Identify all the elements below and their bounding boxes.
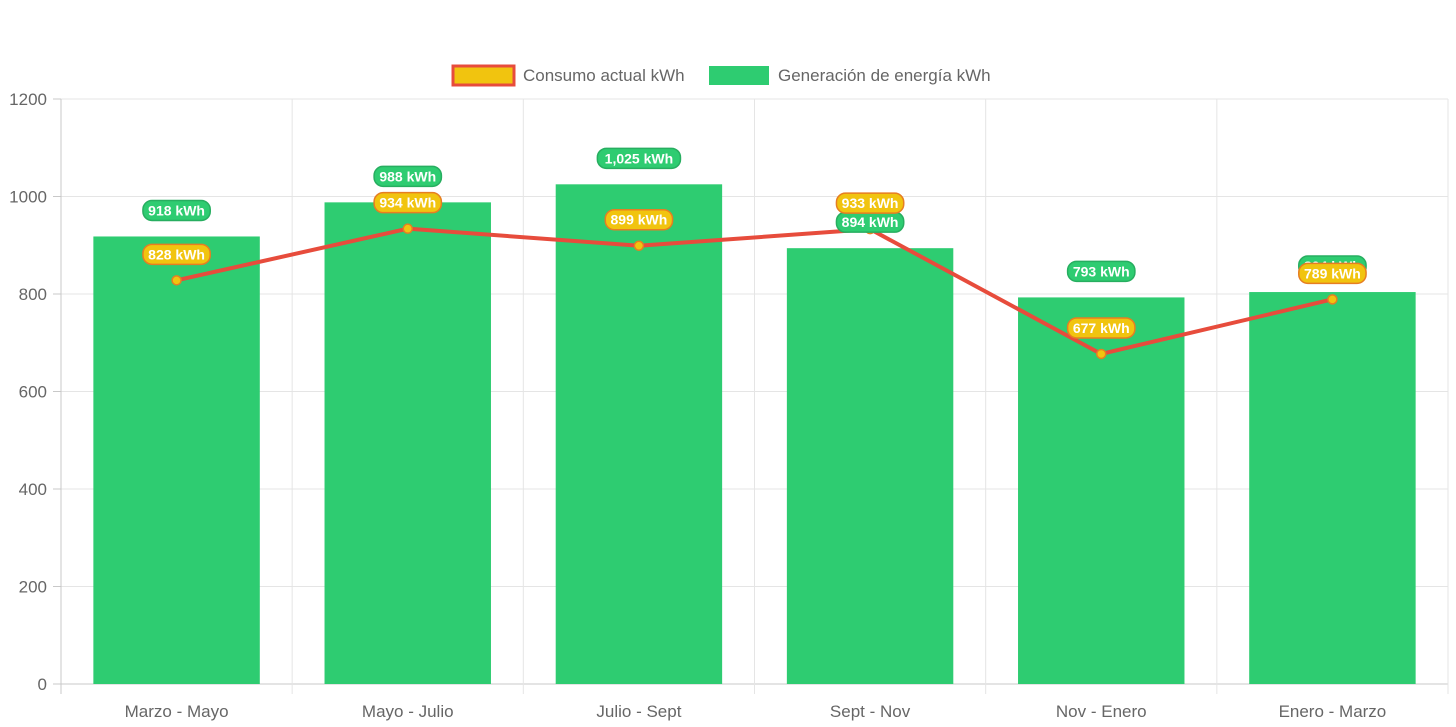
data-label-consumo: 828 kWh bbox=[148, 246, 205, 262]
y-tick-label: 200 bbox=[19, 578, 47, 597]
x-tick-label: Julio - Sept bbox=[596, 702, 681, 721]
bar-generacion[interactable] bbox=[1018, 297, 1185, 684]
data-label-consumo: 789 kWh bbox=[1304, 265, 1361, 281]
y-tick-label: 1000 bbox=[9, 188, 47, 207]
bar-generacion[interactable] bbox=[1249, 292, 1416, 684]
x-tick-label: Nov - Enero bbox=[1056, 702, 1147, 721]
bar-generacion[interactable] bbox=[93, 236, 260, 684]
bar-generacion[interactable] bbox=[555, 184, 723, 684]
data-label-consumo-bg bbox=[835, 192, 905, 214]
data-label-generacion: 988 kWh bbox=[379, 168, 436, 184]
y-tick-label: 1200 bbox=[9, 90, 47, 109]
y-tick-label: 800 bbox=[19, 285, 47, 304]
x-tick-label: Enero - Marzo bbox=[1279, 702, 1387, 721]
data-label-generacion: 918 kWh bbox=[148, 202, 205, 218]
legend-label-generacion[interactable]: Generación de energía kWh bbox=[778, 66, 991, 85]
line-consumo-path bbox=[176, 226, 1333, 356]
x-tick-label: Mayo - Julio bbox=[362, 702, 454, 721]
y-tick-label: 0 bbox=[38, 675, 47, 694]
legend-swatch-generacion[interactable] bbox=[709, 66, 769, 85]
data-label-generacion: 1,025 kWh bbox=[605, 150, 673, 166]
data-label-consumo: 934 kWh bbox=[379, 195, 436, 211]
data-label-consumo-bg bbox=[142, 243, 211, 266]
y-tick-label: 600 bbox=[19, 383, 47, 402]
legend-label-consumo[interactable]: Consumo actual kWh bbox=[523, 66, 685, 85]
x-axis: Marzo - Mayo Mayo - Julio Julio - Sept Sept… bbox=[125, 702, 1387, 721]
point-consumo[interactable] bbox=[402, 223, 413, 234]
data-label-consumo: 899 kWh bbox=[611, 212, 668, 228]
point-consumo[interactable] bbox=[633, 240, 645, 251]
data-label-consumo-bg bbox=[1298, 262, 1367, 285]
point-consumo[interactable] bbox=[171, 275, 182, 286]
x-tick-label: Sept - Nov bbox=[830, 702, 911, 721]
point-consumo[interactable] bbox=[1327, 294, 1338, 305]
bar-generacion[interactable] bbox=[786, 248, 954, 685]
x-tick-label: Marzo - Mayo bbox=[125, 702, 229, 721]
data-label-consumo-bg bbox=[373, 191, 443, 214]
data-label-generacion-bg bbox=[373, 165, 443, 188]
legend[interactable]: Consumo actual kWh Generación de energía… bbox=[451, 64, 991, 87]
data-label-generacion-bg bbox=[1066, 260, 1136, 283]
y-tick-label: 400 bbox=[19, 480, 47, 499]
data-label-consumo: 933 kWh bbox=[842, 195, 899, 211]
data-label-consumo-bg bbox=[1066, 317, 1136, 339]
y-axis: 0 200 400 600 800 1000 1200 bbox=[9, 90, 61, 694]
data-label-generacion: 793 kWh bbox=[1073, 263, 1130, 279]
legend-swatch-consumo[interactable] bbox=[451, 64, 516, 87]
data-label-consumo: 677 kWh bbox=[1073, 320, 1130, 336]
point-consumo[interactable] bbox=[1096, 348, 1107, 360]
data-label-generacion-bg bbox=[142, 199, 211, 222]
bars-generacion bbox=[93, 184, 1416, 685]
grid bbox=[60, 98, 1449, 694]
bar-generacion[interactable] bbox=[324, 202, 491, 684]
data-label-generacion: 894 kWh bbox=[842, 214, 899, 230]
data-label-generacion-bg bbox=[596, 147, 682, 170]
data-label-consumo-bg bbox=[604, 208, 674, 231]
